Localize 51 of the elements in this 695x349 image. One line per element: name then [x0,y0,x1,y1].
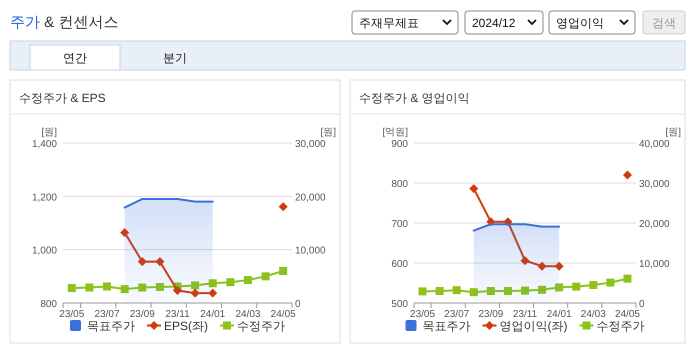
y2-tick-label: 10,000 [295,246,326,257]
y2-tick-label: 20,000 [295,192,326,204]
y2-axis-title: [원] [320,127,336,138]
y2-tick-label: 30,000 [639,179,670,190]
chart-title: 수정주가 & 영업이익 [359,91,470,105]
y-tick-label: 800 [40,299,58,310]
x-tick-label: 24/03 [235,309,261,320]
x-tick-label: 24/01 [546,309,572,320]
legend-label: 목표주가 [422,319,470,333]
x-tick-label: 23/07 [94,309,120,320]
text: 주재무제표 [359,16,419,30]
x-tick-label: 23/07 [444,309,470,320]
y-tick-label: 900 [391,139,408,150]
y-tick-label: 1,000 [32,246,58,257]
y2-tick-label: 10,000 [639,259,670,270]
chart-title: 수정주가 & EPS [19,91,106,105]
x-tick-label: 24/05 [614,309,640,320]
x-tick-label: 24/01 [200,309,226,320]
y-tick-label: 1,200 [32,192,58,204]
y-tick-label: 700 [391,219,408,230]
y2-tick-label: 30,000 [295,139,326,150]
x-tick-label: 24/03 [580,309,606,320]
y-tick-label: 600 [391,259,408,270]
y2-tick-label: 0 [639,299,645,310]
y2-tick-label: 20,000 [639,219,670,230]
text: 연간 [63,51,87,65]
x-tick-label: 24/05 [270,309,296,320]
y-tick-label: 500 [391,299,408,310]
y-tick-label: 1,400 [32,139,58,150]
legend-label: EPS(좌) [164,319,208,333]
x-tick-label: 23/05 [410,309,436,320]
x-tick-label: 23/05 [59,309,85,320]
legend-label: 수정주가 [237,319,286,333]
y2-tick-label: 40,000 [639,139,670,150]
y-axis-title: [원] [41,127,58,138]
legend-label: 목표주가 [86,319,135,333]
x-tick-label: 23/11 [165,309,190,320]
text: 주가 & 컨센서스 [10,14,118,31]
legend-label: 영업이익(좌) [500,319,568,333]
x-tick-label: 23/09 [130,309,156,320]
y-tick-label: 800 [391,179,408,190]
text: 검색 [652,16,676,30]
text: 영업이익 [556,16,604,30]
y-axis-title: [억원] [382,127,408,138]
y2-tick-label: 0 [295,299,301,310]
legend-label: 수정주가 [596,319,644,333]
y2-axis-title: [원] [665,127,682,138]
text: 2024/12 [472,16,516,30]
text: 분기 [163,51,187,65]
x-tick-label: 23/11 [512,309,538,320]
x-tick-label: 23/09 [478,309,504,320]
